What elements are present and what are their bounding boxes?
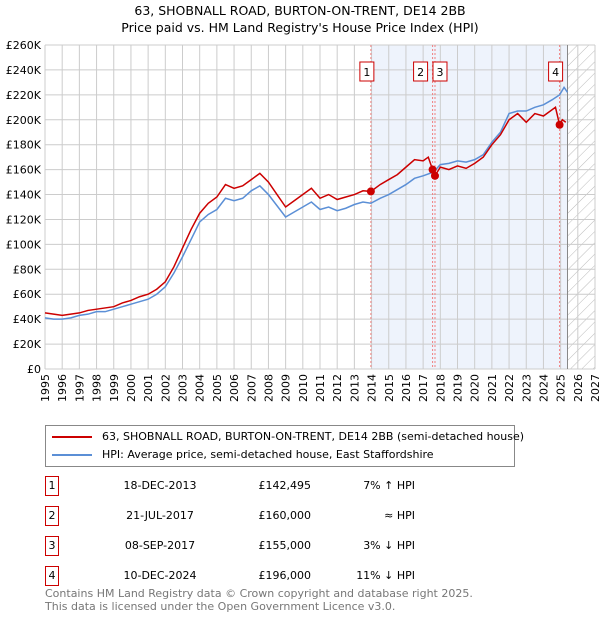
legend-item-property: 63, SHOBNALL ROAD, BURTON-ON-TRENT, DE14… [52, 430, 524, 444]
y-tick-label: £0 [27, 363, 41, 376]
x-tick-label: 2027 [589, 374, 600, 402]
sale-price: £142,495 [258, 479, 312, 492]
sale-marker-label: 4 [552, 66, 559, 79]
x-tick-label: 2024 [537, 374, 550, 402]
y-tick-label: £200K [6, 114, 42, 127]
sale-date: 10-DEC-2024 [123, 569, 197, 582]
sale-point [555, 120, 564, 129]
x-tick-label: 2006 [228, 374, 241, 402]
x-tick-label: 1995 [39, 374, 52, 402]
legend-item-hpi: HPI: Average price, semi-detached house,… [52, 448, 434, 462]
x-tick-label: 1997 [73, 374, 86, 402]
sale-row: 1 18-DEC-2013 £142,495 7% ↑ HPI [45, 476, 415, 496]
sale-hpi-comparison: ≈ HPI [384, 509, 415, 522]
x-tick-label: 2018 [434, 374, 447, 402]
x-tick-label: 2011 [314, 374, 327, 402]
sale-marker-box [413, 61, 429, 82]
subtitle: Price paid vs. HM Land Registry's House … [121, 20, 479, 35]
x-tick-label: 2003 [177, 374, 190, 402]
x-tick-label: 2012 [331, 374, 344, 402]
y-tick-label: £160K [6, 164, 42, 177]
y-tick-label: £140K [6, 189, 42, 202]
x-tick-label: 2020 [469, 374, 482, 402]
title: 63, SHOBNALL ROAD, BURTON-ON-TRENT, DE14… [134, 3, 466, 18]
sale-row: 4 10-DEC-2024 £196,000 11% ↓ HPI [45, 566, 415, 586]
sale-marker-badge: 4 [45, 566, 59, 586]
x-tick-label: 2013 [348, 374, 361, 402]
footer-line: Contains HM Land Registry data © Crown c… [45, 587, 473, 600]
y-tick-label: £80K [13, 263, 42, 276]
shaded-region [370, 45, 568, 369]
sale-price: £155,000 [258, 539, 312, 552]
sale-point [428, 165, 437, 174]
sale-marker-label: 2 [417, 66, 424, 79]
x-tick-label: 2017 [417, 374, 430, 402]
sale-point [366, 187, 375, 196]
sale-row: 2 21-JUL-2017 £160,000 ≈ HPI [45, 506, 415, 526]
sale-marker-badge: 3 [45, 536, 59, 556]
forecast-hatch [567, 45, 595, 369]
x-tick-label: 2004 [194, 374, 207, 402]
x-tick-label: 2014 [366, 374, 379, 402]
x-tick-label: 2008 [262, 374, 275, 402]
y-tick-label: £100K [6, 238, 42, 251]
sale-marker-box [548, 61, 564, 82]
x-tick-label: 2019 [452, 374, 465, 402]
y-tick-label: £40K [13, 313, 42, 326]
x-tick-label: 1999 [108, 374, 121, 402]
legend-swatch-blue [52, 454, 92, 456]
x-tick-label: 2010 [297, 374, 310, 402]
x-tick-label: 2005 [211, 374, 224, 402]
chart-plot: 1995 1996 1997 1998 1999 2000 2001 2002 2003 2004… [6, 39, 600, 402]
hpi-line [44, 85, 569, 320]
sale-hpi-comparison: 11% ↓ HPI [356, 569, 415, 582]
sale-price: £196,000 [258, 569, 312, 582]
sale-hpi-comparison: 3% ↓ HPI [363, 539, 415, 552]
sale-marker-label: 1 [363, 66, 370, 79]
x-tick-label: 2015 [383, 374, 396, 402]
y-tick-label: £180K [6, 139, 42, 152]
sale-marker-box [432, 61, 448, 82]
footer-line: This data is licensed under the Open Gov… [45, 600, 396, 613]
sale-row: 3 08-SEP-2017 £155,000 3% ↓ HPI [45, 536, 415, 556]
x-tick-label: 2002 [159, 374, 172, 402]
legend: 63, SHOBNALL ROAD, BURTON-ON-TRENT, DE14… [45, 425, 524, 467]
x-tick-label: 2025 [555, 374, 568, 402]
x-tick-label: 2001 [142, 374, 155, 402]
x-tick-label: 1996 [56, 374, 69, 402]
sale-marker-label: 3 [436, 66, 443, 79]
sale-point [430, 171, 439, 180]
footer: Contains HM Land Registry data © Crown c… [45, 587, 473, 613]
sale-marker-badge: 1 [45, 476, 59, 496]
sale-price: £160,000 [258, 509, 312, 522]
y-tick-label: £60K [13, 288, 42, 301]
sale-hpi-comparison: 7% ↑ HPI [363, 479, 415, 492]
chart-title: 63, SHOBNALL ROAD, BURTON-ON-TRENT, DE14… [0, 2, 600, 36]
sale-date: 21-JUL-2017 [126, 509, 194, 522]
legend-label: HPI: Average price, semi-detached house,… [102, 448, 434, 461]
x-tick-label: 2009 [280, 374, 293, 402]
sale-marker-box [359, 61, 375, 82]
sale-date: 08-SEP-2017 [124, 539, 196, 552]
sale-date: 18-DEC-2013 [123, 479, 197, 492]
legend-swatch-red [52, 436, 92, 438]
x-tick-label: 2021 [486, 374, 499, 402]
x-tick-label: 1998 [91, 374, 104, 402]
x-tick-label: 2000 [125, 374, 138, 402]
y-tick-label: £220K [6, 89, 42, 102]
y-tick-label: £260K [6, 39, 42, 52]
property-price-line [44, 106, 567, 317]
sale-marker-badge: 2 [45, 506, 59, 526]
y-tick-label: £20K [13, 338, 42, 351]
x-tick-label: 2007 [245, 374, 258, 402]
y-tick-label: £120K [6, 213, 42, 226]
x-tick-label: 2016 [400, 374, 413, 402]
x-tick-label: 2026 [572, 374, 585, 402]
x-tick-label: 2023 [520, 374, 533, 402]
y-tick-label: £240K [6, 64, 42, 77]
x-tick-label: 2022 [503, 374, 516, 402]
legend-label: 63, SHOBNALL ROAD, BURTON-ON-TRENT, DE14… [102, 430, 525, 443]
